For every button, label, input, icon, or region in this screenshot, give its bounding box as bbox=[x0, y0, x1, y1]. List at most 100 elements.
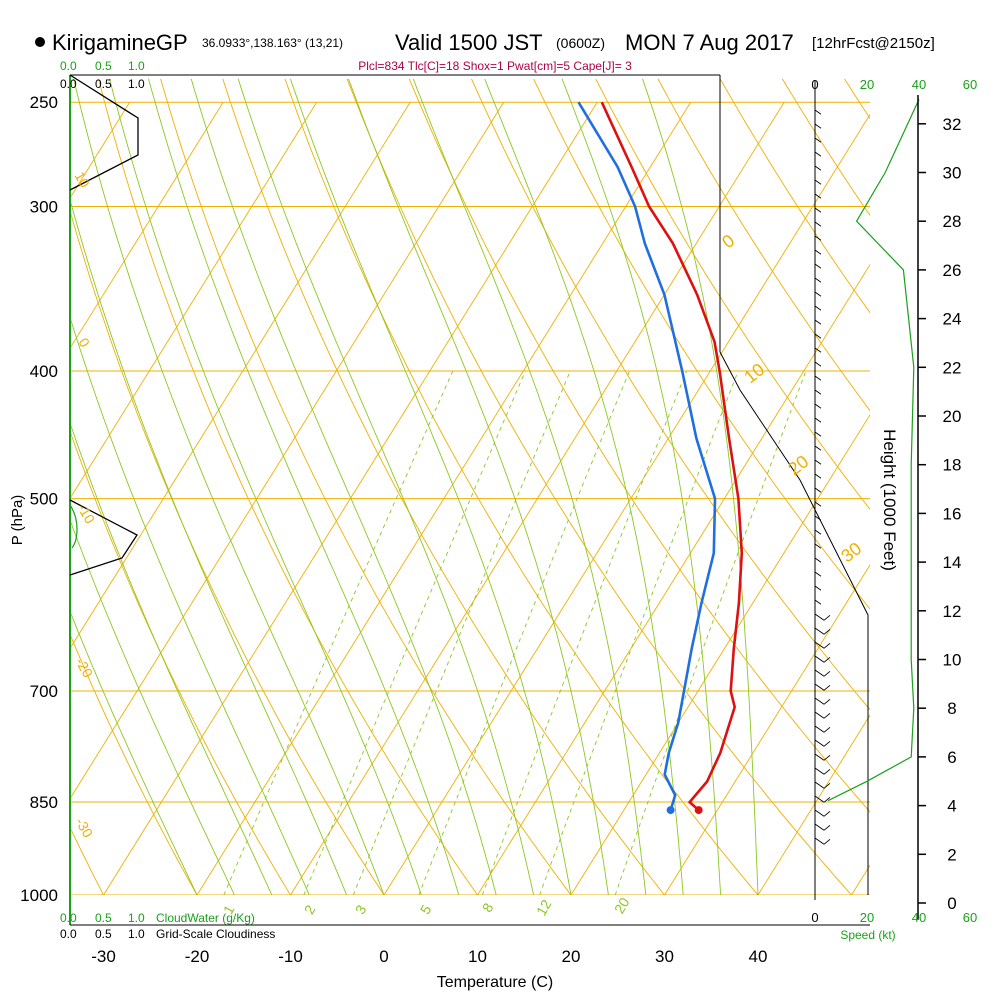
wind-barb bbox=[814, 151, 822, 157]
scale-bottom-green-1: 0.5 bbox=[95, 911, 112, 925]
moist-adiabat-line bbox=[70, 198, 348, 895]
isotherm-line bbox=[70, 101, 411, 650]
cloudiness-mid bbox=[69, 499, 138, 576]
valid-zulu: (0600Z) bbox=[556, 35, 605, 51]
height-tick-label: 4 bbox=[947, 797, 956, 816]
dewpoint-surface-point bbox=[666, 806, 675, 815]
wind-barb bbox=[814, 599, 822, 605]
temperature-tick-label: 0 bbox=[379, 947, 388, 966]
mixing-ratio-line bbox=[481, 370, 688, 895]
x-axis-title: Temperature (C) bbox=[437, 974, 553, 991]
stability-indices: Plcl=834 Tlc[C]=18 Shox=1 Pwat[cm]=5 Cap… bbox=[358, 59, 632, 73]
isotherm-line bbox=[70, 101, 224, 350]
wind-barb bbox=[814, 235, 822, 241]
temperature-surface-point bbox=[694, 806, 703, 815]
pressure-tick-label: 1000 bbox=[20, 886, 58, 905]
dry-adiabat-line bbox=[595, 78, 870, 510]
height-tick-label: 0 bbox=[947, 894, 956, 913]
height-tick-label: 8 bbox=[947, 699, 956, 718]
dry-adiabat-line bbox=[98, 78, 478, 895]
mixing-ratio-label: 12 bbox=[533, 897, 555, 919]
wind-barb bbox=[814, 515, 822, 521]
wind-barb-flag bbox=[823, 754, 831, 761]
wind-barb bbox=[814, 123, 822, 129]
station-coords: 36.0933°,138.163° (13,21) bbox=[202, 36, 343, 50]
sounding-profiles bbox=[577, 101, 744, 815]
moist-adiabat-line bbox=[289, 78, 572, 895]
wind-barb bbox=[814, 403, 822, 409]
wind-barb-flag bbox=[823, 642, 831, 649]
wind-speed-curve bbox=[827, 99, 920, 802]
speed-tick-label-top: 60 bbox=[963, 77, 977, 92]
dry-adiabat-label: 0 bbox=[75, 335, 93, 350]
moist-adiabat-line bbox=[484, 78, 684, 895]
height-tick-label: 22 bbox=[943, 358, 962, 377]
height-tick-label: 28 bbox=[943, 212, 962, 231]
wind-barb-flag bbox=[823, 740, 831, 747]
wind-barb bbox=[814, 837, 825, 845]
mixing-ratio-line bbox=[352, 370, 571, 895]
wind-barb-flag bbox=[823, 838, 831, 845]
height-tick-label: 14 bbox=[943, 553, 962, 572]
mixing-ratio-line bbox=[418, 370, 630, 895]
wind-barb bbox=[814, 753, 825, 761]
moist-adiabat-line bbox=[412, 78, 647, 895]
forecast-info: [12hrFcst@2150z] bbox=[812, 35, 935, 52]
height-tick-label: 20 bbox=[943, 407, 962, 426]
station-marker bbox=[35, 37, 45, 47]
scale-top-green-0: 0.0 bbox=[60, 59, 77, 73]
height-axis-title: Height (1000 Feet) bbox=[880, 429, 899, 571]
isotherm-line bbox=[383, 113, 870, 895]
speed-tick-label-top: 40 bbox=[912, 77, 926, 92]
wind-barb bbox=[814, 613, 825, 621]
scale-bottom-black-1: 0.5 bbox=[95, 927, 112, 941]
scale-top-green-2: 1.0 bbox=[128, 59, 145, 73]
moist-adiabat-line bbox=[70, 315, 310, 895]
dry-adiabat-line bbox=[346, 78, 852, 895]
moist-adiabat-line bbox=[70, 518, 235, 895]
wind-barb bbox=[814, 207, 822, 213]
moist-adiabat-line bbox=[109, 78, 422, 895]
height-tick-label: 32 bbox=[943, 115, 962, 134]
isotherm-line bbox=[757, 714, 870, 895]
isotherm-line bbox=[477, 263, 870, 895]
dry-adiabat-line bbox=[657, 78, 870, 412]
wind-barb bbox=[814, 221, 822, 227]
dry-adiabat-line bbox=[969, 79, 1000, 895]
mixing-ratio-line bbox=[539, 370, 739, 895]
cloudiness-upper bbox=[69, 74, 139, 191]
mixing-ratio-label: 3 bbox=[352, 902, 370, 917]
mixing-ratio-line bbox=[223, 370, 454, 895]
temperature-tick-label: 40 bbox=[749, 947, 768, 966]
scale-top-black-0: 0.0 bbox=[60, 77, 77, 91]
temperature-tick-label: -30 bbox=[91, 947, 116, 966]
dry-adiabat-line bbox=[70, 429, 291, 895]
wind-barb bbox=[814, 249, 822, 255]
wind-barb-flag bbox=[823, 656, 831, 663]
wind-barb bbox=[814, 697, 825, 705]
wind-barb-flag bbox=[823, 614, 831, 621]
wind-barb bbox=[814, 137, 822, 143]
wind-barb bbox=[814, 501, 822, 507]
wind-barb bbox=[814, 375, 822, 381]
temperature-ticks: -30 -20 -10 0 10 20 30 40 bbox=[91, 947, 767, 966]
wind-barb-flag bbox=[823, 726, 831, 733]
wind-barb bbox=[814, 263, 822, 269]
height-tick-label: 2 bbox=[947, 845, 956, 864]
wind-barb bbox=[814, 529, 822, 535]
wind-barb bbox=[814, 781, 825, 789]
isotherm-label: 20 bbox=[784, 451, 812, 479]
wind-barb bbox=[814, 585, 822, 591]
dry-adiabat-label: -30 bbox=[72, 815, 96, 841]
wind-barb bbox=[814, 179, 822, 185]
wind-barb bbox=[814, 109, 822, 115]
speed-tick-label-bottom: 0 bbox=[811, 910, 818, 925]
moist-adiabat-line bbox=[348, 78, 609, 895]
wind-barb bbox=[814, 669, 825, 677]
dry-adiabat-line bbox=[408, 78, 870, 813]
mixing-ratio-label: 5 bbox=[417, 902, 435, 917]
dry-adiabat-line bbox=[907, 79, 1000, 895]
